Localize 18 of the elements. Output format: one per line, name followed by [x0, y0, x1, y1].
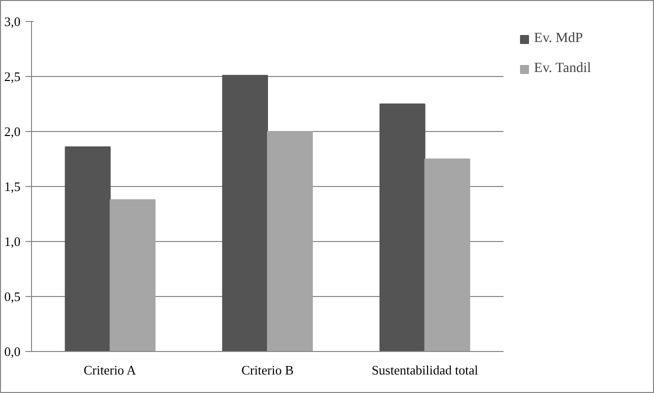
y-tick-label: 2,0 [4, 124, 20, 139]
bar [267, 131, 313, 352]
bar [222, 74, 268, 352]
y-tick-label: 3,0 [4, 14, 20, 29]
y-tick-label: 2,5 [4, 69, 20, 84]
x-tick-label: Criterio B [241, 362, 294, 378]
y-tick-label: 1,0 [4, 234, 20, 249]
bar [424, 158, 470, 352]
x-tick-label: Sustentabilidad total [372, 362, 478, 378]
y-tick-label: 0,5 [4, 289, 20, 304]
y-tick-label: 1,5 [4, 179, 20, 194]
legend-label: Ev. MdP [534, 31, 583, 47]
bar [64, 146, 111, 352]
legend-label: Ev. Tandil [534, 61, 591, 77]
bar [379, 104, 426, 352]
y-tick-label: 0,0 [4, 344, 20, 359]
bar [110, 199, 156, 352]
x-tick-label: Criterio A [84, 362, 137, 378]
